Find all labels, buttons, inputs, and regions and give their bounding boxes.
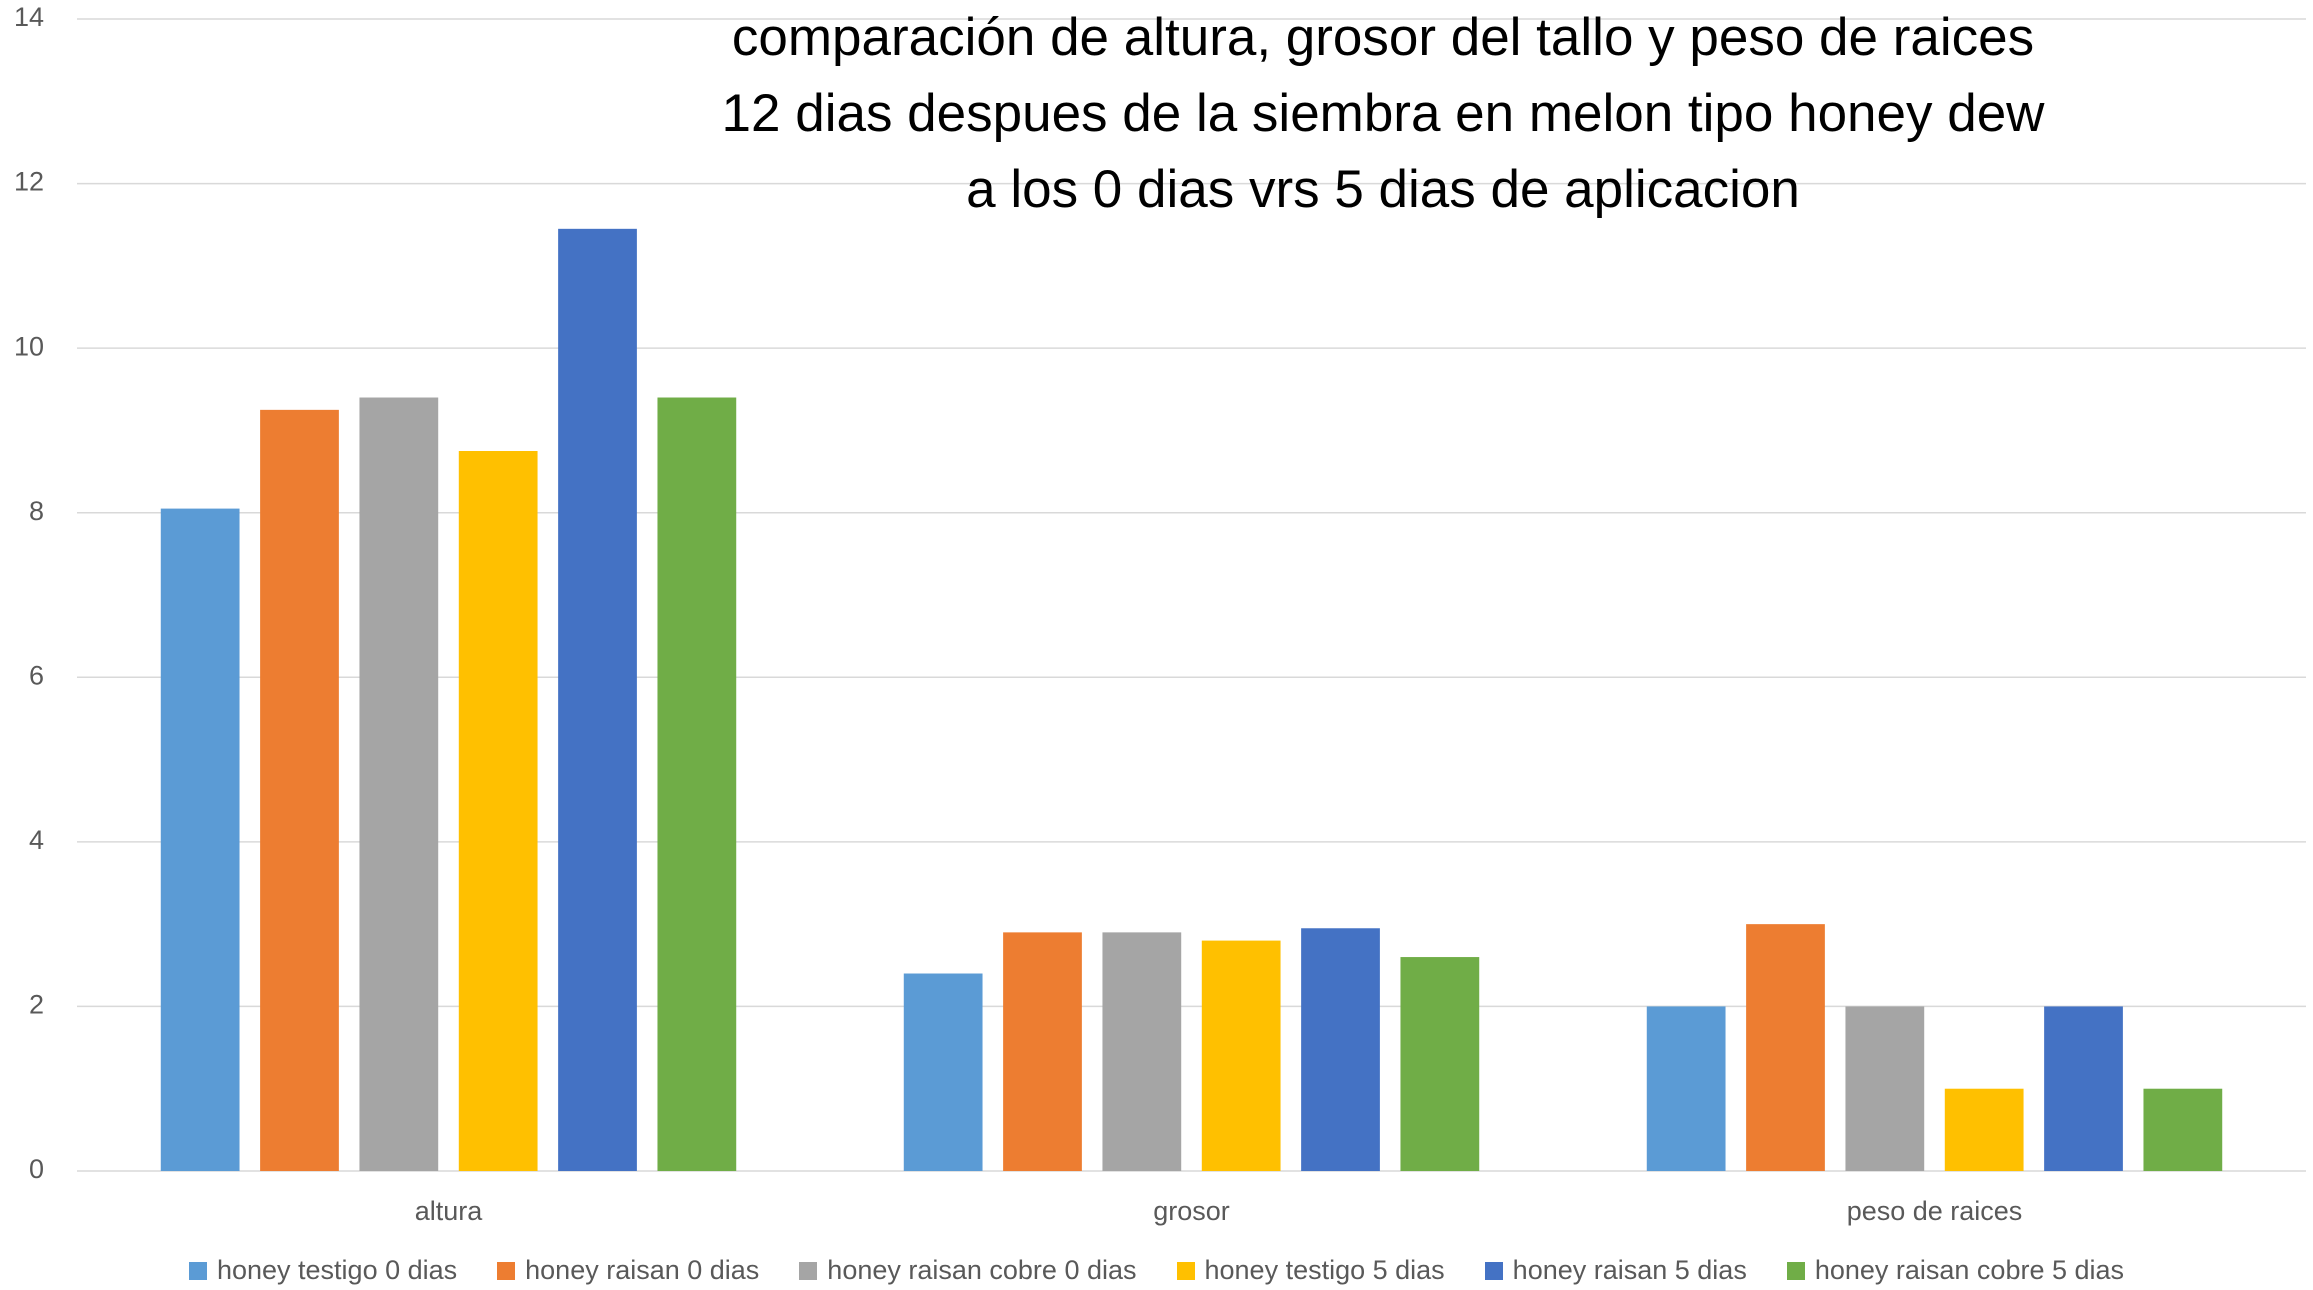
y-tick-label: 8 <box>29 496 44 526</box>
legend-item: honey testigo 5 dias <box>1176 1255 1445 1286</box>
bar <box>2143 1088 2223 1171</box>
y-tick-label: 10 <box>14 331 44 361</box>
x-tick-label: altura <box>415 1196 484 1226</box>
bar <box>1102 932 1182 1171</box>
legend-item: honey raisan cobre 0 dias <box>799 1255 1137 1286</box>
bar <box>359 397 439 1171</box>
legend-item: honey raisan 0 dias <box>497 1255 759 1286</box>
legend-item: honey raisan cobre 5 dias <box>1786 1255 2125 1286</box>
x-tick-label: peso de raices <box>1847 1196 2023 1226</box>
y-tick-label: 0 <box>29 1154 44 1184</box>
y-tick-label: 2 <box>29 990 44 1020</box>
legend-item: honey raisan 5 dias <box>1484 1255 1747 1286</box>
x-tick-label: grosor <box>1153 1196 1230 1226</box>
bar <box>1845 1006 1925 1171</box>
legend-swatch <box>799 1261 818 1280</box>
y-tick-label: 4 <box>29 825 44 855</box>
legend-label: honey raisan cobre 5 dias <box>1814 1255 2125 1285</box>
bar <box>1400 957 1480 1171</box>
legend-swatch <box>1176 1261 1195 1280</box>
legend-label: honey testigo 5 dias <box>1204 1255 1445 1285</box>
legend-item: honey testigo 0 dias <box>188 1255 458 1286</box>
legend-swatch <box>188 1261 207 1280</box>
bar <box>2044 1006 2123 1171</box>
chart-title: comparación de altura, grosor del tallo … <box>721 8 2045 219</box>
bar <box>657 397 737 1171</box>
bar <box>1301 928 1380 1171</box>
legend-label: honey testigo 0 dias <box>216 1255 458 1285</box>
bar <box>1746 924 1825 1171</box>
legend-label: honey raisan 5 dias <box>1512 1255 1747 1285</box>
bar <box>1944 1088 2024 1171</box>
legend-swatch <box>1786 1261 1805 1280</box>
y-tick-label: 14 <box>14 2 44 32</box>
bar <box>1201 940 1281 1171</box>
bar <box>260 409 339 1171</box>
bar <box>458 451 538 1171</box>
bar <box>558 228 637 1172</box>
bar <box>1646 1006 1726 1171</box>
y-tick-label: 12 <box>14 167 44 197</box>
bar <box>160 508 240 1172</box>
legend-label: honey raisan cobre 0 dias <box>827 1255 1137 1285</box>
legend-label: honey raisan 0 dias <box>525 1255 760 1285</box>
bar <box>903 973 983 1171</box>
legend-swatch <box>497 1261 516 1280</box>
bar <box>1003 932 1082 1171</box>
legend-swatch <box>1484 1261 1503 1280</box>
y-tick-label: 6 <box>29 660 44 690</box>
legend: honey testigo 0 dias honey raisan 0 dias h… <box>0 1255 2313 1286</box>
